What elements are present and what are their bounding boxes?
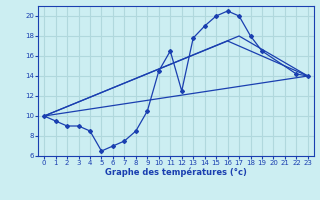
X-axis label: Graphe des températures (°c): Graphe des températures (°c) <box>105 168 247 177</box>
